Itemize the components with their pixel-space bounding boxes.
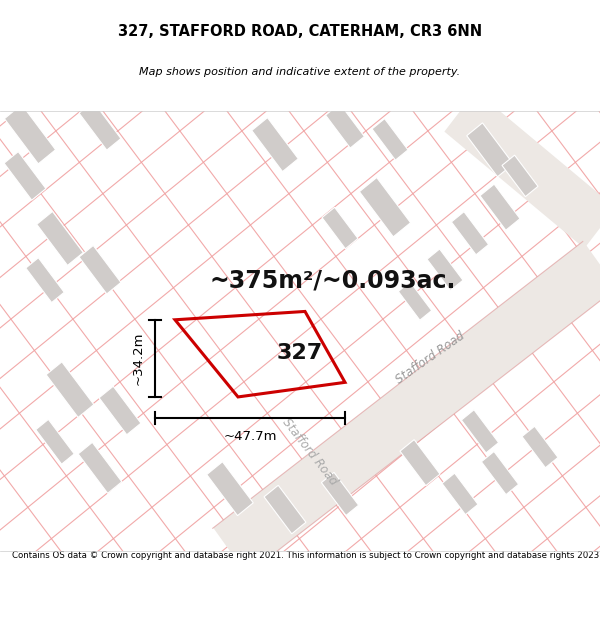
Polygon shape xyxy=(37,211,83,266)
Polygon shape xyxy=(522,426,558,468)
Polygon shape xyxy=(46,362,94,418)
Polygon shape xyxy=(213,241,600,574)
Text: Map shows position and indicative extent of the property.: Map shows position and indicative extent… xyxy=(139,67,461,77)
Polygon shape xyxy=(442,473,478,514)
Polygon shape xyxy=(252,118,298,172)
Polygon shape xyxy=(79,246,121,294)
Text: ~375m²/~0.093ac.: ~375m²/~0.093ac. xyxy=(210,268,457,292)
Text: Stafford Road: Stafford Road xyxy=(393,330,467,387)
Polygon shape xyxy=(322,208,358,249)
Polygon shape xyxy=(4,104,56,164)
Text: 327, STAFFORD ROAD, CATERHAM, CR3 6NN: 327, STAFFORD ROAD, CATERHAM, CR3 6NN xyxy=(118,24,482,39)
Polygon shape xyxy=(322,472,359,516)
Polygon shape xyxy=(326,104,364,148)
Polygon shape xyxy=(427,249,463,291)
Polygon shape xyxy=(445,91,600,248)
Text: 327: 327 xyxy=(277,343,323,363)
Polygon shape xyxy=(502,155,538,197)
Text: ~34.2m: ~34.2m xyxy=(132,332,145,385)
Polygon shape xyxy=(36,419,74,464)
Text: Stafford Road: Stafford Road xyxy=(280,416,340,488)
Polygon shape xyxy=(79,102,121,150)
Polygon shape xyxy=(400,439,440,486)
Polygon shape xyxy=(99,386,141,435)
Text: Contains OS data © Crown copyright and database right 2021. This information is : Contains OS data © Crown copyright and d… xyxy=(12,551,600,560)
Polygon shape xyxy=(480,184,520,230)
Polygon shape xyxy=(4,152,46,200)
Polygon shape xyxy=(461,410,499,453)
Polygon shape xyxy=(398,282,431,320)
Polygon shape xyxy=(26,258,64,302)
Polygon shape xyxy=(207,462,253,516)
Text: ~47.7m: ~47.7m xyxy=(223,430,277,443)
Polygon shape xyxy=(467,123,513,177)
Polygon shape xyxy=(359,177,410,237)
Polygon shape xyxy=(78,442,122,493)
Polygon shape xyxy=(264,485,306,534)
Polygon shape xyxy=(481,451,518,494)
Polygon shape xyxy=(372,119,408,160)
Polygon shape xyxy=(451,212,488,255)
